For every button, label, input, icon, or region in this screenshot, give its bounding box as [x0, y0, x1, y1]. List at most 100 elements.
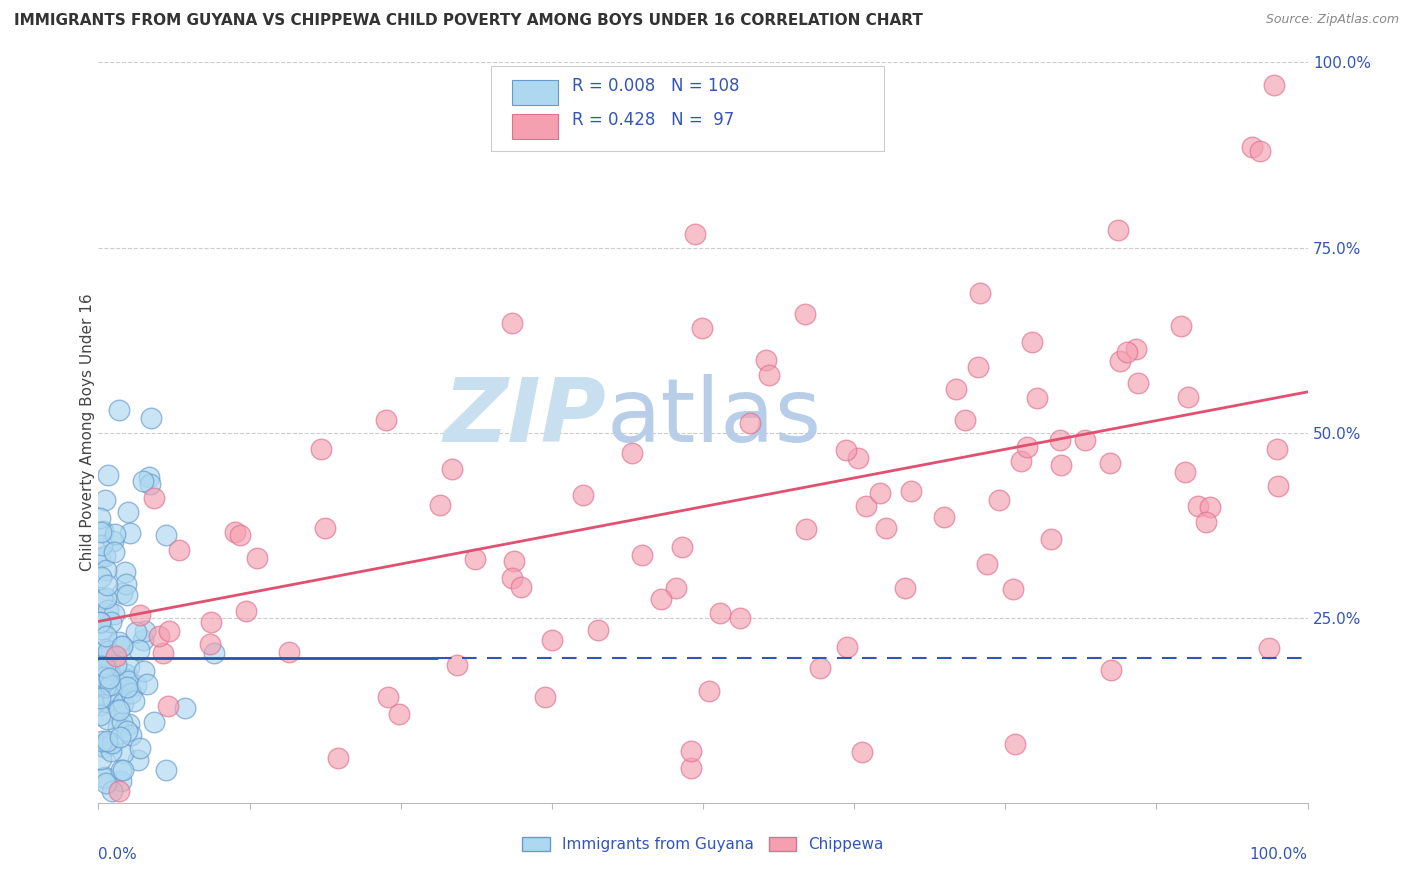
Point	[834, 443, 856, 458]
Point	[129, 608, 152, 623]
Point	[690, 321, 713, 335]
Text: IMMIGRANTS FROM GUYANA VS CHIPPEWA CHILD POVERTY AMONG BOYS UNDER 16 CORRELATION: IMMIGRANTS FROM GUYANA VS CHIPPEWA CHILD…	[14, 13, 922, 29]
Point	[103, 607, 125, 621]
Point	[1050, 458, 1073, 472]
Point	[375, 413, 398, 427]
Point	[388, 706, 411, 721]
Point	[110, 773, 132, 788]
Point	[586, 623, 609, 637]
Point	[155, 528, 177, 542]
Point	[875, 521, 897, 535]
Point	[111, 639, 134, 653]
Point	[91, 524, 114, 539]
Point	[107, 702, 129, 716]
Point	[969, 286, 991, 301]
Point	[105, 658, 128, 673]
FancyBboxPatch shape	[512, 80, 558, 104]
Point	[679, 744, 702, 758]
Point	[932, 510, 955, 524]
Point	[441, 462, 464, 476]
Point	[89, 739, 111, 753]
Point	[671, 540, 693, 554]
Point	[128, 643, 150, 657]
Point	[89, 615, 111, 630]
Point	[229, 527, 252, 541]
Point	[1010, 454, 1032, 468]
Point	[1004, 737, 1026, 751]
Point	[1040, 532, 1063, 546]
Point	[278, 645, 301, 659]
Point	[94, 740, 117, 755]
Point	[1258, 641, 1281, 656]
Text: 100.0%: 100.0%	[1250, 847, 1308, 863]
Point	[93, 648, 115, 663]
Point	[1198, 500, 1220, 515]
Point	[96, 563, 118, 577]
Point	[89, 687, 111, 701]
Point	[1267, 479, 1289, 493]
Point	[728, 611, 751, 625]
Point	[96, 649, 118, 664]
Point	[111, 746, 134, 760]
Point	[202, 646, 225, 660]
Point	[120, 728, 142, 742]
Point	[115, 588, 138, 602]
Point	[94, 668, 117, 682]
Point	[107, 703, 129, 717]
Point	[1249, 145, 1271, 159]
Point	[143, 715, 166, 730]
Point	[111, 586, 134, 600]
Point	[134, 664, 156, 678]
Point	[377, 690, 399, 704]
Point	[683, 227, 706, 242]
Point	[846, 451, 869, 466]
Point	[89, 615, 111, 630]
Point	[139, 477, 162, 491]
Point	[94, 770, 117, 784]
Point	[650, 591, 672, 606]
Point	[758, 368, 780, 382]
Point	[1107, 222, 1129, 236]
Point	[157, 698, 180, 713]
Point	[89, 616, 111, 631]
Point	[96, 734, 118, 748]
Point	[101, 533, 124, 548]
Legend: Immigrants from Guyana, Chippewa: Immigrants from Guyana, Chippewa	[516, 830, 890, 858]
Point	[139, 410, 162, 425]
Point	[501, 571, 523, 585]
Point	[152, 646, 174, 660]
Point	[314, 521, 336, 535]
Point	[134, 624, 156, 638]
Point	[326, 750, 349, 764]
Point	[967, 359, 990, 374]
Point	[136, 677, 159, 691]
Point	[98, 678, 121, 692]
Point	[101, 736, 124, 750]
Point	[988, 492, 1011, 507]
Point	[93, 493, 115, 508]
Text: 0.0%: 0.0%	[98, 847, 138, 863]
Point	[90, 752, 112, 766]
Point	[1177, 390, 1199, 404]
Point	[246, 550, 269, 565]
Point	[114, 565, 136, 579]
Point	[851, 745, 873, 759]
Point	[893, 581, 915, 595]
Point	[96, 695, 118, 709]
Point	[125, 625, 148, 640]
Point	[91, 670, 114, 684]
Point	[111, 763, 134, 777]
Point	[89, 658, 111, 673]
Point	[464, 551, 486, 566]
Point	[1170, 319, 1192, 334]
Point	[900, 483, 922, 498]
Point	[91, 538, 114, 552]
Point	[97, 467, 120, 482]
Point	[98, 672, 121, 686]
FancyBboxPatch shape	[512, 114, 558, 138]
Text: Source: ZipAtlas.com: Source: ZipAtlas.com	[1265, 13, 1399, 27]
Point	[138, 470, 160, 484]
Point	[510, 580, 533, 594]
Point	[1125, 342, 1147, 356]
Point	[89, 698, 111, 712]
